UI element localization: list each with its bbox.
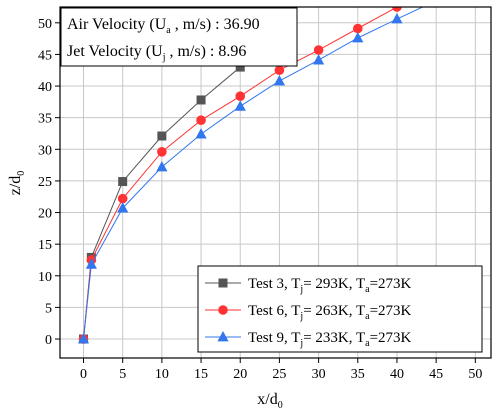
legend-label-part: Test 9, T (248, 330, 300, 346)
data-point (157, 147, 167, 157)
y-tick-label: 0 (45, 333, 52, 348)
y-tick-label: 10 (38, 270, 52, 285)
legend-item-2: Test 6, Tj= 263K, Ta=273K (205, 303, 412, 322)
data-point (431, 0, 442, 5)
data-point (274, 65, 285, 76)
y-tick-label: 20 (38, 207, 52, 222)
legend-label: Test 3, Tj= 293K, Ta=273K (248, 276, 412, 295)
data-point (235, 91, 246, 101)
x-tick-label: 10 (155, 367, 169, 382)
data-point (77, 333, 90, 344)
x-tick-label: 0 (80, 367, 87, 382)
x-tick-label: 45 (429, 367, 443, 382)
data-point (117, 193, 128, 204)
x-tick-label: 20 (233, 367, 247, 382)
legend-label-part: = 293K, T (303, 276, 365, 292)
y-tick-label: 35 (38, 112, 52, 127)
legend-marker (217, 331, 229, 342)
x-axis-title: x/d0 (257, 391, 282, 410)
legend-marker (218, 305, 228, 315)
x-tick-labels: 0 5 10 15 20 25 30 35 40 45 50 (80, 367, 482, 382)
legend-box (197, 265, 483, 353)
data-point (118, 177, 128, 187)
legend-label-part: Test 3, T (248, 276, 300, 292)
legend-label-sub: a (365, 311, 370, 322)
x-tick-label: 15 (194, 367, 208, 382)
x-tick-label: 25 (272, 367, 286, 382)
data-point (352, 31, 364, 43)
jet-velocity-post: , m/s) : 8.96 (165, 43, 246, 60)
legend-label-part: =273K (370, 303, 412, 319)
air-velocity-sub: a (166, 25, 171, 36)
jet-velocity-sub: j (162, 52, 166, 63)
data-point (196, 95, 206, 105)
air-velocity-post: , m/s) : 36.90 (171, 16, 260, 33)
y-tick-label: 15 (38, 238, 52, 253)
data-point (273, 74, 286, 86)
y-tick-label: 40 (38, 80, 52, 95)
data-point (313, 45, 324, 55)
data-point (313, 54, 325, 65)
x-tick-label: 30 (312, 367, 326, 382)
air-velocity-pre: Air Velocity (U (67, 16, 167, 33)
y-tick-label: 50 (38, 17, 52, 32)
y-axis-title-sub: 0 (16, 171, 27, 176)
legend-marker (218, 278, 228, 288)
x-tick-label: 40 (390, 367, 404, 382)
legend-label-part: = 263K, T (303, 303, 365, 319)
legend-label-sub: j (299, 284, 303, 295)
x-tick-label: 50 (468, 367, 482, 382)
data-point (235, 62, 245, 72)
data-point (85, 258, 97, 269)
data-point (117, 202, 129, 213)
y-tick-label: 25 (38, 175, 52, 190)
velocity-annotation: Air Velocity (Ua , m/s) : 36.90 Jet Velo… (60, 7, 298, 67)
legend-label-sub: j (299, 338, 303, 349)
legend-item-3: Test 9, Tj= 233K, Ta=273K (205, 330, 412, 349)
data-point (157, 131, 167, 141)
y-tick-label: 30 (38, 143, 52, 158)
data-point (196, 115, 206, 126)
legend-label-sub: a (365, 338, 370, 349)
y-tick-label: 5 (45, 301, 52, 316)
data-point (392, 7, 402, 12)
legend-label-part: = 233K, T (303, 330, 365, 346)
legend-label: Test 9, Tj= 233K, Ta=273K (248, 330, 412, 349)
legend-label-part: =273K (370, 330, 412, 346)
x-tick-label: 5 (119, 367, 126, 382)
y-axis-title-main: z/d (7, 176, 24, 196)
series-layer (77, 0, 442, 344)
legend-label-part: =273K (370, 276, 412, 292)
jet-velocity-pre: Jet Velocity (U (67, 43, 163, 60)
legend-label-part: Test 6, T (248, 303, 300, 319)
air-velocity-text: Air Velocity (Ua , m/s) : 36.90 (67, 16, 260, 36)
data-point (352, 23, 363, 34)
x-axis-title-main: x/d (257, 391, 277, 408)
legend-label: Test 6, Tj= 263K, Ta=273K (248, 303, 412, 322)
annotation-box (60, 7, 298, 67)
legend-label-sub: a (365, 284, 370, 295)
y-tick-labels: 0 5 10 15 20 25 30 35 40 45 50 (38, 17, 52, 348)
data-point (234, 100, 246, 111)
ticks (55, 22, 476, 363)
data-point (195, 128, 207, 139)
legend-label-sub: j (299, 311, 303, 322)
data-point (391, 13, 403, 24)
jet-velocity-text: Jet Velocity (Uj , m/s) : 8.96 (67, 43, 246, 63)
y-tick-label: 45 (38, 48, 52, 63)
y-axis-title: z/d0 (7, 171, 27, 196)
data-point (156, 161, 168, 172)
series-3 (77, 0, 442, 344)
plot-frame (59, 6, 492, 359)
legend-item-1: Test 3, Tj= 293K, Ta=273K (205, 276, 412, 295)
x-tick-label: 35 (351, 367, 365, 382)
series-line (83, 7, 398, 340)
x-axis-title-sub: 0 (278, 400, 283, 410)
